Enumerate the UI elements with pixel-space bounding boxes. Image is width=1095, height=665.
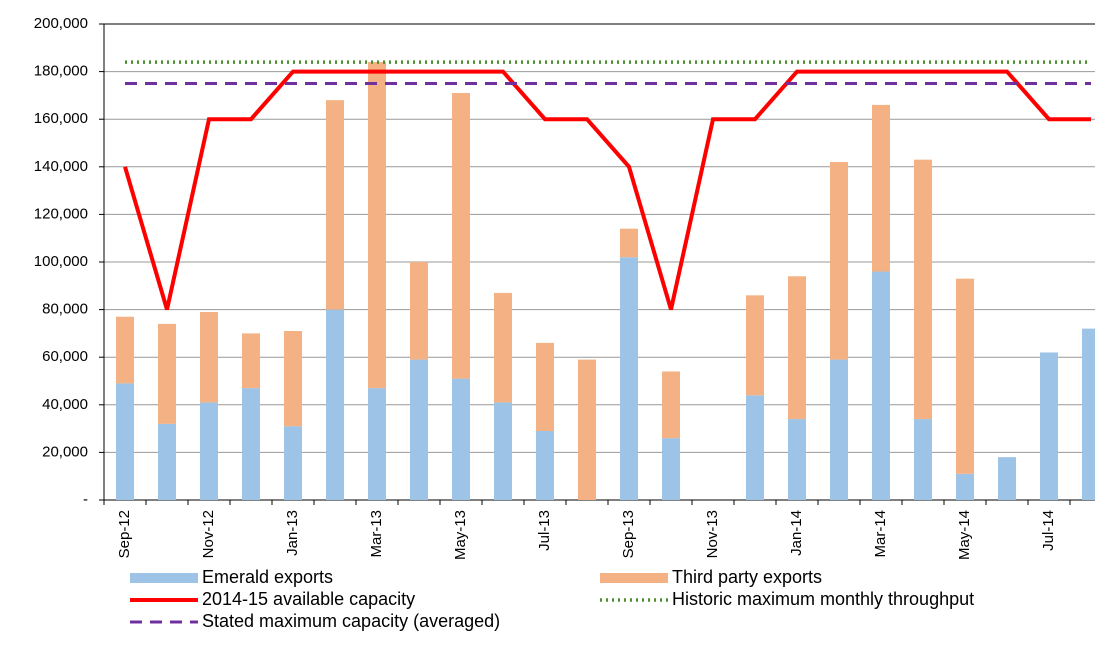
- x-tick-label: Sep-13: [620, 510, 637, 558]
- bar: [788, 276, 806, 420]
- bar: [284, 331, 302, 427]
- y-tick-label: 120,000: [34, 205, 88, 222]
- x-tick-label: May-14: [956, 510, 973, 560]
- line: [123, 69, 1091, 311]
- bar: [956, 473, 974, 500]
- x-tick-label: Sep-12: [116, 510, 133, 558]
- bar: [830, 359, 848, 500]
- legend-swatch: [600, 573, 668, 583]
- x-tick-label: Nov-12: [200, 510, 217, 558]
- bar: [410, 359, 428, 500]
- bar: [116, 383, 134, 500]
- bar: [872, 271, 890, 500]
- bar: [536, 430, 554, 500]
- bar: [368, 388, 386, 500]
- y-tick-label: 200,000: [34, 15, 88, 32]
- bar: [746, 395, 764, 500]
- x-tick-label: Mar-13: [368, 510, 385, 558]
- bar: [158, 423, 176, 500]
- bar: [1040, 352, 1058, 500]
- x-tick-label: Jan-14: [788, 510, 805, 556]
- legend-label: Historic maximum monthly throughput: [672, 589, 974, 609]
- bar: [536, 342, 554, 431]
- bar: [116, 316, 134, 384]
- bar: [998, 457, 1016, 500]
- x-tick-label: May-13: [452, 510, 469, 560]
- bar: [326, 309, 344, 500]
- bar: [158, 323, 176, 424]
- bar: [872, 104, 890, 272]
- bar: [368, 62, 386, 389]
- bar: [284, 426, 302, 500]
- y-tick-label: 140,000: [34, 158, 88, 175]
- bar: [452, 93, 470, 379]
- y-tick-label: 80,000: [42, 301, 88, 318]
- x-tick-label: Nov-13: [704, 510, 721, 558]
- y-tick-label: 100,000: [34, 253, 88, 270]
- bar: [200, 402, 218, 500]
- legend-swatch: [130, 573, 198, 583]
- bar: [242, 333, 260, 389]
- y-tick-label: 40,000: [42, 396, 88, 413]
- y-tick-label: 160,000: [34, 110, 88, 127]
- bar: [914, 419, 932, 500]
- bar: [746, 295, 764, 396]
- x-tick-label: Jul-13: [536, 510, 553, 551]
- bar: [662, 438, 680, 500]
- bar: [200, 311, 218, 403]
- bar: [620, 228, 638, 258]
- bar: [326, 100, 344, 310]
- legend-label: 2014-15 available capacity: [202, 589, 415, 609]
- bar: [452, 378, 470, 500]
- bar: [830, 162, 848, 360]
- bar: [620, 257, 638, 500]
- bar: [662, 371, 680, 439]
- bar: [1082, 328, 1095, 500]
- y-tick-label: 180,000: [34, 63, 88, 80]
- x-tick-label: Mar-14: [872, 510, 889, 558]
- x-tick-label: Jul-14: [1040, 510, 1057, 551]
- bar: [788, 419, 806, 500]
- bar: [914, 159, 932, 420]
- legend-label: Stated maximum capacity (averaged): [202, 611, 500, 631]
- y-tick-label: 20,000: [42, 443, 88, 460]
- y-tick-label: -: [83, 491, 88, 508]
- x-tick-label: Jan-13: [284, 510, 301, 556]
- legend-label: Emerald exports: [202, 567, 333, 587]
- y-tick-label: 60,000: [42, 348, 88, 365]
- bar: [242, 388, 260, 500]
- bar: [494, 292, 512, 403]
- bar: [956, 278, 974, 474]
- bar: [494, 402, 512, 500]
- bar: [410, 262, 428, 360]
- legend-label: Third party exports: [672, 567, 822, 587]
- bar: [578, 359, 596, 500]
